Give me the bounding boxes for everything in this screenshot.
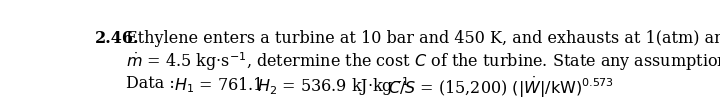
Text: $H_2$ = 536.9 kJ$\cdot$kg$^{-1}$: $H_2$ = 536.9 kJ$\cdot$kg$^{-1}$: [256, 75, 410, 97]
Text: Ethylene enters a turbine at 10 bar and 450 K, and exhausts at 1(atm) and 325 K.: Ethylene enters a turbine at 10 bar and …: [126, 30, 720, 47]
Text: $H_1$ = 761.1: $H_1$ = 761.1: [174, 75, 263, 94]
Text: Data :: Data :: [126, 75, 174, 92]
Text: 2.46.: 2.46.: [94, 30, 139, 47]
Text: $C/S$ = (15,200) $(|\dot{W}|/\rm{kW})^{0.573}$: $C/S$ = (15,200) $(|\dot{W}|/\rm{kW})^{0…: [388, 75, 614, 100]
Text: $\dot{m}$ = 4.5 kg$\cdot$s$^{-1}$, determine the cost $C$ of the turbine. State : $\dot{m}$ = 4.5 kg$\cdot$s$^{-1}$, deter…: [126, 50, 720, 73]
